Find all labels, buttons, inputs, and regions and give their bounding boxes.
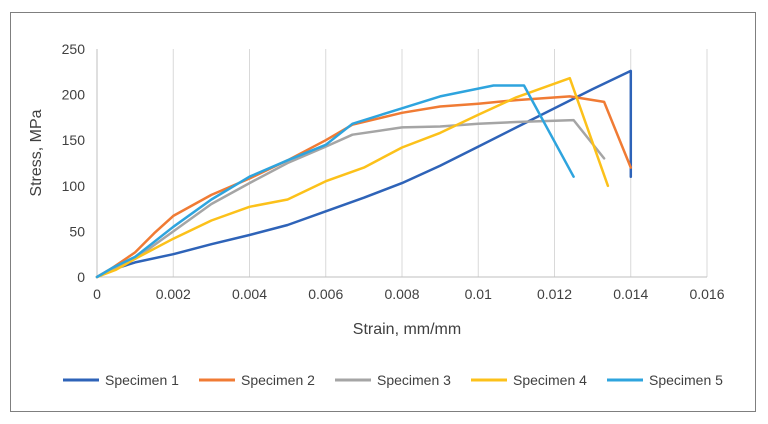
x-tick-label: 0.004 [232,286,267,302]
legend-label: Specimen 2 [241,372,315,388]
series-layer [95,69,633,279]
axis-layer: 0 0.002 0.004 0.006 0.008 0.01 0.012 0.014 0.016… [62,41,725,302]
y-axis-title: Stress, MPa [28,109,45,196]
x-tick-label: 0.002 [156,286,191,302]
x-tick-label: 0.01 [465,286,492,302]
legend-label: Specimen 5 [649,372,723,388]
y-tick-label: 250 [62,41,86,57]
y-tick-label: 0 [77,269,85,285]
legend-label: Specimen 4 [513,372,587,388]
chart-frame: 0 0.002 0.004 0.006 0.008 0.01 0.012 0.014 0.016… [10,12,756,412]
y-tick-label: 50 [69,223,85,239]
series-line-specimen-1 [95,69,633,279]
legend-label: Specimen 1 [105,372,179,388]
x-tick-label: 0.014 [613,286,648,302]
y-tick-label: 150 [62,132,86,148]
y-tick-label: 200 [62,87,86,103]
x-tick-label: 0 [93,286,101,302]
stress-strain-chart: 0 0.002 0.004 0.006 0.008 0.01 0.012 0.014 0.016… [28,41,725,388]
x-tick-label: 0.016 [689,286,724,302]
series-line-specimen-5 [95,84,575,279]
x-tick-label: 0.008 [384,286,419,302]
y-tick-label: 100 [62,178,86,194]
legend-label: Specimen 3 [377,372,451,388]
series-line-specimen-3 [95,118,606,279]
x-tick-label: 0.012 [537,286,572,302]
x-tick-label: 0.006 [308,286,343,302]
series-line-specimen-2 [95,95,633,279]
legend: Specimen 1 Specimen 2 Specimen 3 Specimen 4… [63,372,723,388]
series-line-specimen-4 [95,76,610,279]
x-axis-title: Strain, mm/mm [353,321,461,338]
grid-layer [172,49,708,277]
